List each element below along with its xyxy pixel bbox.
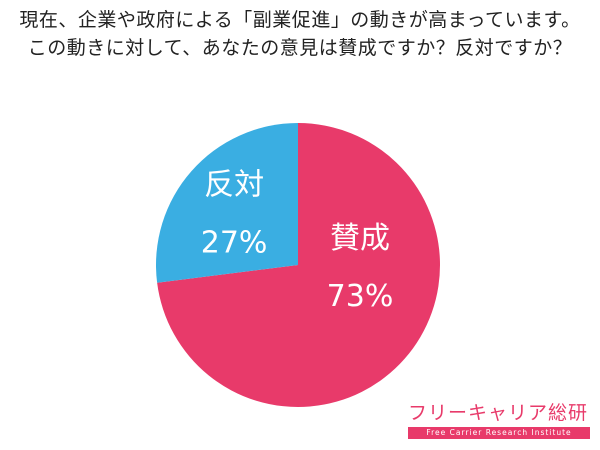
question-line-1: 現在、企業や政府による「副業促進」の動きが高まっています。 [19,9,581,31]
question-title: 現在、企業や政府による「副業促進」の動きが高まっています。 この動きに対して、あ… [0,6,600,62]
question-line-2: この動きに対して、あなたの意見は賛成ですか？反対ですか？ [27,37,573,59]
brand-logo: フリーキャリア総研 Free Carrier Research Institut… [408,402,594,439]
slice-label-1: 反対 [204,168,264,203]
pie-slice-0 [157,123,441,407]
brand-name: フリーキャリア総研 [408,402,589,424]
slice-label-0: 賛成 [330,221,390,256]
slice-value-0: 73% [327,279,394,314]
pie-slice-1 [155,123,298,283]
slice-value-1: 27% [201,226,268,261]
brand-subtitle: Free Carrier Research Institute [408,427,590,439]
